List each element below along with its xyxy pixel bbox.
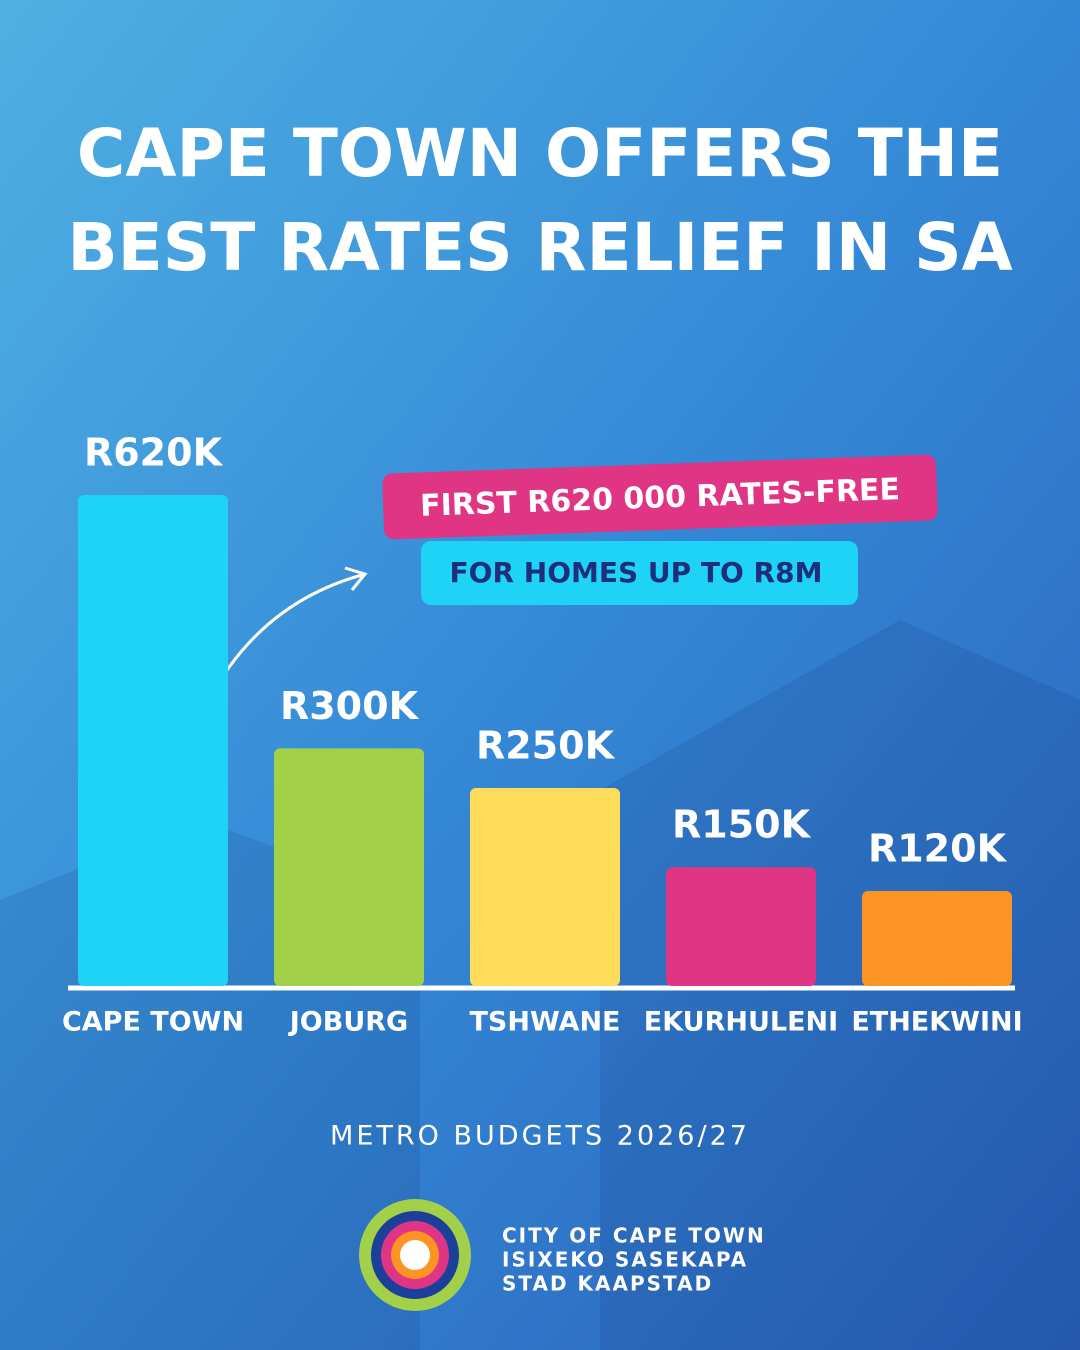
title-line: CAPE TOWN OFFERS THE bbox=[77, 115, 1003, 192]
bar bbox=[274, 748, 424, 986]
value-label: R120K bbox=[868, 826, 1008, 870]
callout-main: FIRST R620 000 RATES-FREE bbox=[382, 454, 938, 540]
callout-box bbox=[421, 541, 858, 605]
brand-line: ISIXEKO SASEKAPA bbox=[502, 1248, 748, 1272]
arrow-head bbox=[344, 566, 368, 591]
value-label: R150K bbox=[672, 803, 812, 847]
logo bbox=[359, 1199, 471, 1311]
brand-line: CITY OF CAPE TOWN bbox=[502, 1224, 766, 1248]
value-label: R300K bbox=[280, 684, 420, 728]
bar bbox=[666, 867, 816, 986]
category-label: TSHWANE bbox=[470, 1007, 621, 1038]
title-line: BEST RATES RELIEF IN SA bbox=[67, 209, 1012, 286]
value-label: R250K bbox=[476, 724, 616, 768]
brand-line: STAD KAAPSTAD bbox=[502, 1272, 713, 1296]
bar bbox=[78, 495, 228, 986]
callout-box bbox=[382, 454, 938, 540]
category-label: CAPE TOWN bbox=[62, 1007, 244, 1038]
category-label: EKURHULENI bbox=[644, 1007, 838, 1038]
bar bbox=[470, 788, 620, 986]
category-label: JOBURG bbox=[288, 1007, 408, 1038]
bar bbox=[862, 890, 1012, 986]
callout-text: FOR HOMES UP TO R8M bbox=[450, 556, 823, 589]
value-label: R620K bbox=[84, 431, 224, 475]
source: METRO BUDGETS 2026/27 bbox=[330, 1121, 750, 1152]
category-label: ETHEKWINI bbox=[851, 1007, 1022, 1038]
